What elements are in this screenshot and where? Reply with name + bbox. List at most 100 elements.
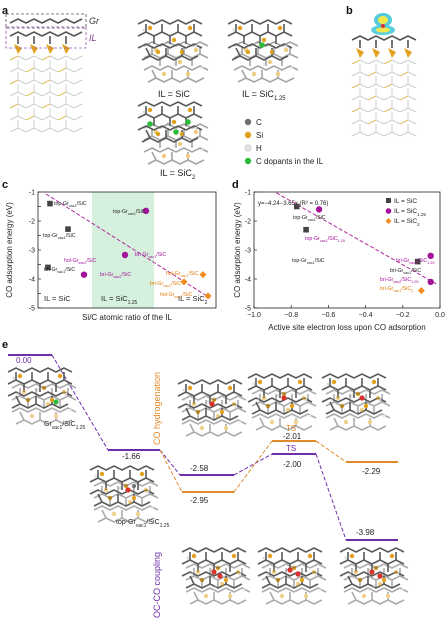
il-sic-caption: IL = SiC [158, 89, 190, 99]
c-label-4: top-Grvac1/SiC [113, 209, 146, 216]
panel-d-label: d [232, 179, 239, 191]
d-label-5: bri-Grvac1/SiC1.25 [396, 258, 435, 265]
d-ytick-label: -1 [245, 190, 251, 197]
legend-c-label: C [256, 118, 262, 127]
panel-d-legend: IL = SiC IL = SiC1.25 IL = SiC2 [385, 198, 426, 227]
c-point [47, 200, 53, 207]
panel-a-legend: C Si H C dopants in the IL [244, 118, 324, 166]
co-hydrogenation-title: CO hydrogenation [152, 372, 162, 445]
panel-b-charge-density-structure [351, 13, 417, 137]
region-label-sic: IL = SiC [44, 294, 71, 303]
c-point [142, 207, 150, 215]
panel-a-structure-sic125 [227, 19, 299, 83]
structure-thumb-c2 [257, 547, 327, 605]
panel-c-chart: CO adsorption energy (eV) Si/C atomic ra… [5, 190, 217, 322]
hydrogenation-level-3-value: -2.29 [362, 467, 381, 476]
c-point [45, 264, 51, 271]
d-legend-sic-swatch [386, 198, 391, 203]
c-label-5: bri-Grvac1/SiC [135, 252, 166, 259]
d-point [427, 278, 434, 286]
panel-d-fit-line [276, 192, 437, 285]
d-point [303, 226, 309, 233]
hydrogenation-ts-value: -2.01 [283, 432, 302, 441]
level-adsorbed-value: -1.66 [122, 452, 141, 461]
d-legend-sic2-swatch [385, 218, 392, 224]
legend-si-label: Si [256, 131, 263, 140]
d-xtick-label: −0.2 [396, 312, 410, 319]
panel-a-label: a [2, 5, 9, 17]
structure-thumb-c1 [181, 547, 251, 605]
c-ytick-label: -3 [29, 248, 35, 255]
d-label-7: bri-Grvac1/SiC2 [380, 286, 413, 293]
coupling-ts-value: -2.00 [283, 460, 302, 469]
d-legend-sic-label: IL = SiC [394, 198, 417, 205]
c-point [121, 251, 129, 259]
c-label-9: bri-Grvac1/SiC [150, 281, 181, 288]
coupling-level-1-value: -2.58 [190, 464, 209, 473]
c-ytick-label: -4 [29, 277, 35, 284]
il-sic125-caption: IL = SiC1.25 [242, 89, 286, 102]
region-label-sic125: IL = SiC1.25 [101, 294, 138, 306]
d-label-1: top-Grvac1/SiC [293, 215, 326, 222]
legend-h-label: H [256, 144, 262, 153]
structure-thumb-start [7, 367, 77, 425]
c-point [180, 278, 188, 286]
d-point [414, 258, 421, 265]
panel-e-label: e [2, 339, 8, 351]
d-point [427, 252, 434, 259]
d-point [293, 203, 300, 210]
panel-e-energy-profile: 0.00 -1.66 -2.58 TS -2.00 -3.98 -2.95 TS… [7, 354, 409, 618]
d-label-4: top-Grvac1/SiC1.25 [305, 236, 345, 243]
panel-c-label: c [2, 179, 8, 191]
c-ytick-label: -2 [29, 219, 35, 226]
structure-thumb-adsorbed [89, 465, 159, 523]
d-label-6: bri-Grvac2/SiC1.25 [380, 277, 419, 284]
panel-c-xlabel: Si/C atomic ratio of the IL [82, 313, 172, 322]
hydrogenation-level-1-value: -2.95 [190, 496, 209, 505]
legend-dopant-swatch [244, 157, 252, 165]
d-legend-sic2-label: IL = SiC2 [394, 218, 420, 227]
d-xtick-label: 0.0 [435, 312, 445, 319]
c-point [204, 292, 212, 300]
gr-layer-label: Gr [89, 16, 100, 26]
d-point [315, 206, 323, 213]
panel-a-side-view: Gr IL [5, 13, 100, 133]
d-point [417, 287, 425, 295]
c-label-2: top-Grvac1/SiC [43, 233, 76, 240]
panel-c-ylabel: CO adsorption energy (eV) [5, 202, 14, 298]
d-xtick-label: −0.8 [284, 312, 298, 319]
d-label-2: top-Grvac1/SiC [292, 258, 325, 265]
region-label-sic2: IL = SiC2 [178, 294, 208, 306]
panel-d-ylabel: CO adsorption energy (eV) [233, 202, 242, 298]
panel-d-xlabel: Active site electron loss upon CO adsorp… [268, 323, 425, 332]
c-ytick-label: -1 [29, 190, 35, 197]
d-ytick-label: -2 [245, 219, 251, 226]
c-point [199, 271, 207, 279]
coupling-ts-label: TS [286, 444, 296, 453]
coupling-level-3-value: -3.98 [356, 528, 375, 537]
c-point [65, 226, 71, 232]
c-label-3: bri-Grvac1/SiC [44, 267, 75, 274]
legend-dopant-label: C dopants in the IL [256, 157, 324, 166]
c-point [80, 271, 88, 278]
structure-thumb-c3 [339, 547, 409, 605]
d-ytick-label: -5 [245, 306, 251, 313]
structure-thumb-h1 [177, 379, 247, 437]
d-xtick-label: −1.0 [247, 312, 261, 319]
panel-a-structure-sic2 [137, 101, 209, 165]
c-label-1: top-Grvac1/SiC [54, 201, 87, 208]
d-label-3: bri-Grvac1/SiC [390, 268, 421, 275]
c-label-8: hol-Grvac1/SiC [166, 271, 199, 278]
c-ytick-label: -5 [29, 306, 35, 313]
panel-a-structure-sic [137, 19, 209, 83]
panel-d-fit-equation: y=−4.24−3.65x (R² = 0.76) [258, 201, 328, 207]
c-label-6: hol-Grvac2/SiC [64, 258, 97, 265]
legend-h-swatch [244, 144, 252, 152]
legend-c-swatch [244, 118, 252, 126]
c-dopant-marker [259, 42, 265, 48]
il-layer-label: IL [89, 33, 97, 43]
oc-co-coupling-title: OC-CO coupling [152, 552, 162, 618]
panel-c-trend-line [45, 193, 211, 299]
c-label-7: bri-Grvac2/SiC [100, 272, 131, 279]
